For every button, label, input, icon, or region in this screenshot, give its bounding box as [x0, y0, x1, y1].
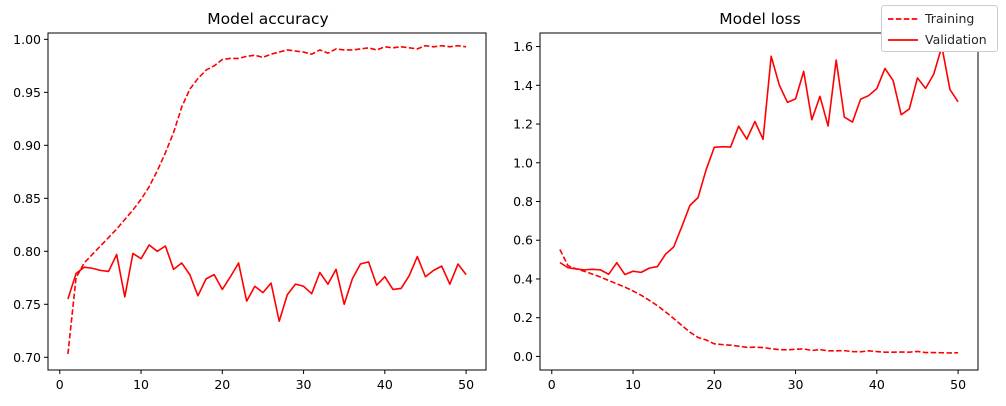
loss-y-tick-label: 0.0 — [513, 349, 533, 364]
accuracy-validation-line — [67, 244, 467, 323]
accuracy-x-tick-label: 0 — [56, 377, 64, 392]
loss-x-tick-label: 0 — [548, 377, 556, 392]
accuracy-x-tick-label: 50 — [458, 377, 474, 392]
accuracy-x-tick-label: 30 — [296, 377, 312, 392]
loss-axes-frame — [539, 32, 979, 371]
accuracy-y-tick-label: 0.75 — [13, 297, 41, 312]
loss-y-tick-label: 0.4 — [513, 271, 533, 286]
accuracy-x-tick-label: 40 — [377, 377, 393, 392]
accuracy-y-tick-label: 0.70 — [13, 350, 41, 365]
loss-chart: Model loss 0 10 20 30 40 50 0.0 0.2 0.4 0.6 0.8 1.0… — [513, 10, 979, 392]
loss-x-tick-label: 40 — [869, 377, 885, 392]
accuracy-chart-title: Model accuracy — [207, 10, 328, 28]
loss-chart-title: Model loss — [719, 10, 800, 28]
accuracy-y-tick-label: 0.90 — [13, 138, 41, 153]
accuracy-training-line — [67, 44, 467, 355]
loss-y-tick-label: 0.6 — [513, 233, 533, 248]
loss-y-tick-label: 1.4 — [513, 78, 533, 93]
loss-y-tick-label: 1.2 — [513, 117, 533, 132]
legend: Training Validation — [881, 5, 998, 52]
loss-x-tick-label: 20 — [706, 377, 722, 392]
accuracy-chart: Model accuracy 0 10 20 30 40 50 0.70 0.75 0.80 0.… — [13, 10, 487, 392]
accuracy-y-tick-label: 0.80 — [13, 244, 41, 259]
legend-entry-training: Training — [882, 9, 997, 29]
accuracy-y-tick-label: 0.85 — [13, 191, 41, 206]
legend-swatch-validation — [888, 39, 918, 41]
loss-x-tick-label: 30 — [788, 377, 804, 392]
legend-entry-validation: Validation — [882, 30, 997, 50]
accuracy-axes-frame — [47, 32, 487, 371]
legend-label-training: Training — [925, 11, 975, 26]
loss-validation-line — [559, 45, 959, 276]
legend-label-validation: Validation — [925, 32, 987, 47]
loss-y-tick-label: 1.6 — [513, 39, 533, 54]
accuracy-plot-area: 0 10 20 30 40 50 0.70 0.75 0.80 0.85 0.90 0.95 1.00 — [13, 32, 474, 392]
loss-y-tick-label: 1.0 — [513, 155, 533, 170]
loss-x-tick-label: 50 — [950, 377, 966, 392]
loss-x-tick-label: 10 — [625, 377, 641, 392]
accuracy-y-tick-label: 1.00 — [13, 32, 41, 47]
accuracy-x-tick-label: 10 — [133, 377, 149, 392]
loss-y-tick-label: 0.8 — [513, 194, 533, 209]
loss-training-line — [559, 249, 959, 354]
loss-y-tick-label: 0.2 — [513, 310, 533, 325]
loss-plot-area: 0 10 20 30 40 50 0.0 0.2 0.4 0.6 0.8 1.0 1.2 1.4 1.6 — [513, 39, 966, 392]
accuracy-x-tick-label: 20 — [214, 377, 230, 392]
legend-swatch-training — [888, 18, 918, 20]
accuracy-y-tick-label: 0.95 — [13, 85, 41, 100]
